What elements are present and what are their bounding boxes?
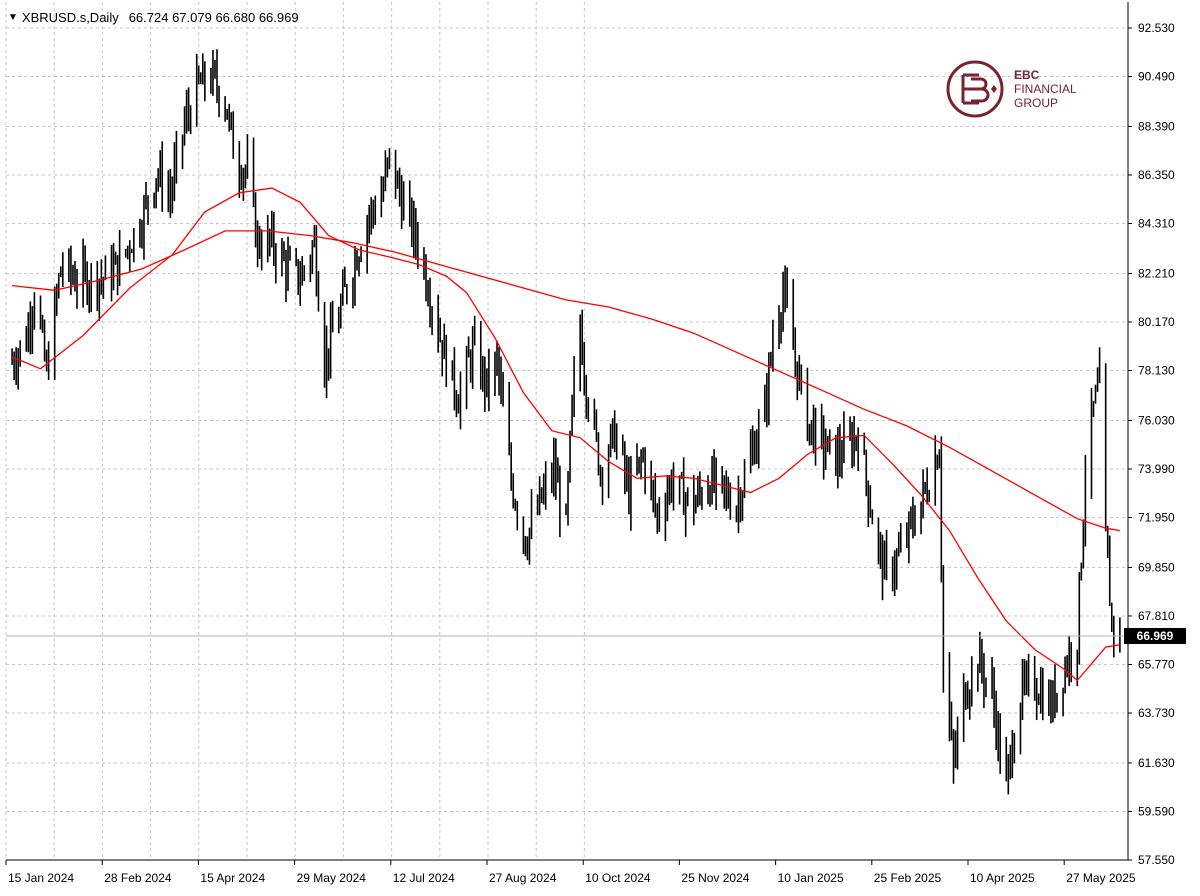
current-price-badge: 66.969 <box>1124 627 1186 644</box>
x-tick-label: 27 May 2025 <box>1066 871 1136 885</box>
y-tick-label: 69.850 <box>1138 560 1175 574</box>
y-tick-label: 65.770 <box>1138 657 1175 671</box>
y-tick-label: 90.490 <box>1138 70 1175 84</box>
x-tick-label: 28 Feb 2024 <box>104 871 172 885</box>
logo-line-1: EBC <box>1014 68 1040 82</box>
moving-average-fast <box>11 187 1121 682</box>
y-tick-label: 57.550 <box>1138 853 1175 867</box>
x-tick-label: 10 Jan 2025 <box>778 871 844 885</box>
y-tick-label: 63.730 <box>1138 706 1175 720</box>
x-tick-label: 15 Jan 2024 <box>8 871 74 885</box>
y-tick-label: 73.990 <box>1138 462 1175 476</box>
ohlc-readout: 66.724 67.079 66.680 66.969 <box>128 10 299 25</box>
moving-average-slow <box>12 230 1121 532</box>
y-tick-label: 61.630 <box>1138 756 1175 770</box>
logo-line-3: GROUP <box>1014 96 1059 110</box>
x-tick-label: 27 Aug 2024 <box>489 871 557 885</box>
y-tick-label: 84.310 <box>1138 217 1175 231</box>
x-tick-label: 29 May 2024 <box>297 871 367 885</box>
y-tick-label: 80.170 <box>1138 315 1175 329</box>
ebc-logo-icon <box>946 60 1004 118</box>
x-tick-label: 12 Jul 2024 <box>393 871 455 885</box>
y-tick-label: 71.950 <box>1138 510 1175 524</box>
logo-line-2: FINANCIAL <box>1014 82 1077 96</box>
collapse-arrow-icon[interactable]: ▼ <box>8 12 18 23</box>
y-tick-label: 88.390 <box>1138 119 1175 133</box>
ebc-logo-text: EBC FINANCIAL GROUP <box>1014 68 1077 110</box>
x-tick-label: 25 Nov 2024 <box>681 871 749 885</box>
y-tick-label: 59.590 <box>1138 804 1175 818</box>
symbol-label: XBRUSD.s,Daily <box>21 10 119 25</box>
x-tick-label: 10 Apr 2025 <box>970 871 1035 885</box>
x-tick-label: 10 Oct 2024 <box>585 871 651 885</box>
y-tick-label: 86.350 <box>1138 168 1175 182</box>
y-tick-label: 67.810 <box>1138 609 1175 623</box>
y-tick-label: 78.130 <box>1138 364 1175 378</box>
x-tick-label: 15 Apr 2024 <box>200 871 265 885</box>
x-tick-label: 25 Feb 2025 <box>874 871 942 885</box>
y-tick-label: 92.530 <box>1138 21 1175 35</box>
symbol-header: ▼ XBRUSD.s,Daily 66.724 67.079 66.680 66… <box>8 10 299 25</box>
ebc-logo: EBC FINANCIAL GROUP <box>944 58 1104 120</box>
y-tick-label: 76.030 <box>1138 413 1175 427</box>
y-tick-label: 82.210 <box>1138 266 1175 280</box>
ohlc-bars <box>11 49 1121 795</box>
